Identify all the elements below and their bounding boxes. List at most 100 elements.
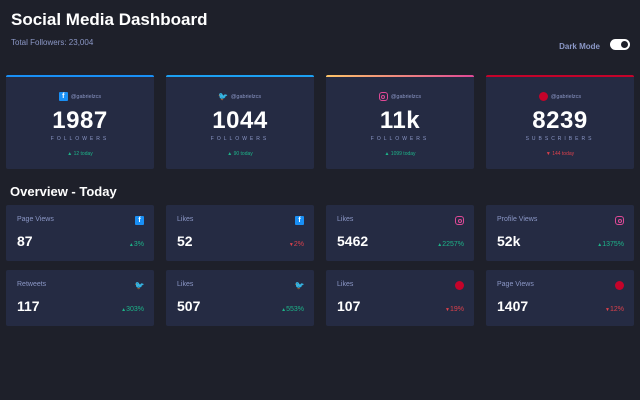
facebook-icon: f <box>58 92 68 101</box>
facebook-icon: f <box>295 216 304 225</box>
metric-change: ▼2% <box>289 241 304 248</box>
arrow-up-icon: ▲ <box>281 307 287 313</box>
arrow-up-icon: ▲ <box>384 151 391 157</box>
today-change: ▲ 12 today <box>6 151 154 157</box>
arrow-down-icon: ▼ <box>445 307 450 313</box>
today-change: ▲ 1099 today <box>326 151 474 157</box>
today-text: 1099 today <box>390 151 416 157</box>
overview-card[interactable]: Page Views f 87 ▲3% <box>6 205 154 261</box>
handle: f @gabrielzcs <box>6 92 154 101</box>
follower-label: SUBSCRIBERS <box>525 136 595 142</box>
arrow-up-icon: ▲ <box>597 242 603 248</box>
metric-value: 52k <box>497 233 521 249</box>
overview-card[interactable]: Likes 🐦 507 ▲553% <box>166 270 314 326</box>
handle: @gabrielzcs <box>486 92 634 101</box>
overview-card[interactable]: Retweets 🐦 117 ▲303% <box>6 270 154 326</box>
follower-count: 1987 <box>52 107 108 134</box>
today-text: 90 today <box>233 151 253 157</box>
card-accent-bar <box>326 75 474 77</box>
follower-count: 8239 <box>532 107 588 134</box>
metric-title: Likes <box>177 216 194 223</box>
instagram-icon <box>378 92 388 101</box>
handle-text: @gabrielzcs <box>550 93 582 100</box>
metric-value: 117 <box>17 298 40 314</box>
facebook-icon: f <box>135 216 144 225</box>
metric-title: Likes <box>337 216 354 223</box>
metric-value: 107 <box>337 298 361 314</box>
overview-card[interactable]: Likes f 52 ▼2% <box>166 205 314 261</box>
overview-card[interactable]: Likes 107 ▼19% <box>326 270 474 326</box>
arrow-up-icon: ▲ <box>121 307 127 313</box>
follower-card-twitter[interactable]: 🐦 @gabrielzcs 1044 FOLLOWERS ▲ 90 today <box>166 75 314 169</box>
change-text: 12% <box>609 306 624 313</box>
dark-mode-label: Dark Mode <box>559 42 600 51</box>
overview-card[interactable]: Profile Views 52k ▲1375% <box>486 205 634 261</box>
page-title: Social Media Dashboard <box>11 10 208 29</box>
youtube-icon <box>615 281 624 290</box>
metric-change: ▲553% <box>281 306 304 313</box>
metric-value: 5462 <box>337 233 369 249</box>
instagram-icon <box>615 216 624 225</box>
metric-title: Likes <box>337 281 354 288</box>
change-text: 1375% <box>602 241 624 248</box>
metric-value: 1407 <box>497 298 529 314</box>
dark-mode-toggle[interactable] <box>610 39 630 50</box>
youtube-icon <box>538 92 548 101</box>
arrow-up-icon: ▲ <box>227 151 234 157</box>
change-text: 303% <box>126 306 144 313</box>
metric-title: Page Views <box>497 281 534 288</box>
metric-change: ▲3% <box>129 241 144 248</box>
handle-text: @gabrielzcs <box>70 93 102 100</box>
today-change: ▲ 90 today <box>166 151 314 157</box>
card-accent-bar <box>6 75 154 77</box>
metric-title: Page Views <box>17 216 54 223</box>
follower-count: 11k <box>379 107 421 134</box>
metric-change: ▲1375% <box>597 241 624 248</box>
total-followers: Total Followers: 23,004 <box>11 38 94 47</box>
arrow-down-icon: ▼ <box>545 151 553 157</box>
follower-label: FOLLOWERS <box>370 136 430 142</box>
card-accent-bar <box>166 75 314 77</box>
metric-title: Profile Views <box>497 216 538 223</box>
twitter-icon: 🐦 <box>294 281 305 290</box>
today-text: 12 today <box>73 151 93 157</box>
metric-change: ▲303% <box>121 306 144 313</box>
metric-value: 87 <box>17 233 33 249</box>
change-text: 3% <box>133 241 144 248</box>
follower-label: FOLLOWERS <box>50 136 110 142</box>
metric-title: Likes <box>177 281 194 288</box>
follower-label: FOLLOWERS <box>210 136 270 142</box>
overview-card[interactable]: Page Views 1407 ▼12% <box>486 270 634 326</box>
metric-value: 52 <box>177 233 193 249</box>
overview-title: Overview - Today <box>10 184 117 199</box>
metric-change: ▼19% <box>445 306 464 313</box>
arrow-down-icon: ▼ <box>288 242 294 248</box>
instagram-icon <box>455 216 464 225</box>
arrow-up-icon: ▲ <box>128 242 134 248</box>
handle: @gabrielzcs <box>326 92 474 101</box>
today-change: ▼ 144 today <box>486 151 634 157</box>
overview-card[interactable]: Likes 5462 ▲2257% <box>326 205 474 261</box>
arrow-up-icon: ▲ <box>67 151 74 157</box>
follower-card-facebook[interactable]: f @gabrielzcs 1987 FOLLOWERS ▲ 12 today <box>6 75 154 169</box>
metric-title: Retweets <box>17 281 47 288</box>
follower-card-youtube[interactable]: @gabrielzcs 8239 SUBSCRIBERS ▼ 144 today <box>486 75 634 169</box>
card-accent-bar <box>486 75 634 77</box>
metric-change: ▲2257% <box>437 241 464 248</box>
follower-card-instagram[interactable]: @gabrielzcs 11k FOLLOWERS ▲ 1099 today <box>326 75 474 169</box>
handle: 🐦 @gabrielzcs <box>166 92 314 101</box>
handle-text: @gabrielzcs <box>390 93 422 100</box>
metric-value: 507 <box>177 298 201 314</box>
metric-change: ▼12% <box>605 306 624 313</box>
change-text: 2257% <box>442 241 464 248</box>
arrow-down-icon: ▼ <box>605 307 610 313</box>
today-text: 144 today <box>552 151 575 157</box>
follower-count: 1044 <box>212 107 268 134</box>
change-text: 553% <box>286 306 304 313</box>
change-text: 19% <box>449 306 464 313</box>
arrow-up-icon: ▲ <box>437 242 443 248</box>
change-text: 2% <box>293 241 304 248</box>
handle-text: @gabrielzcs <box>230 93 262 100</box>
twitter-icon: 🐦 <box>218 92 229 101</box>
youtube-icon <box>455 281 464 290</box>
